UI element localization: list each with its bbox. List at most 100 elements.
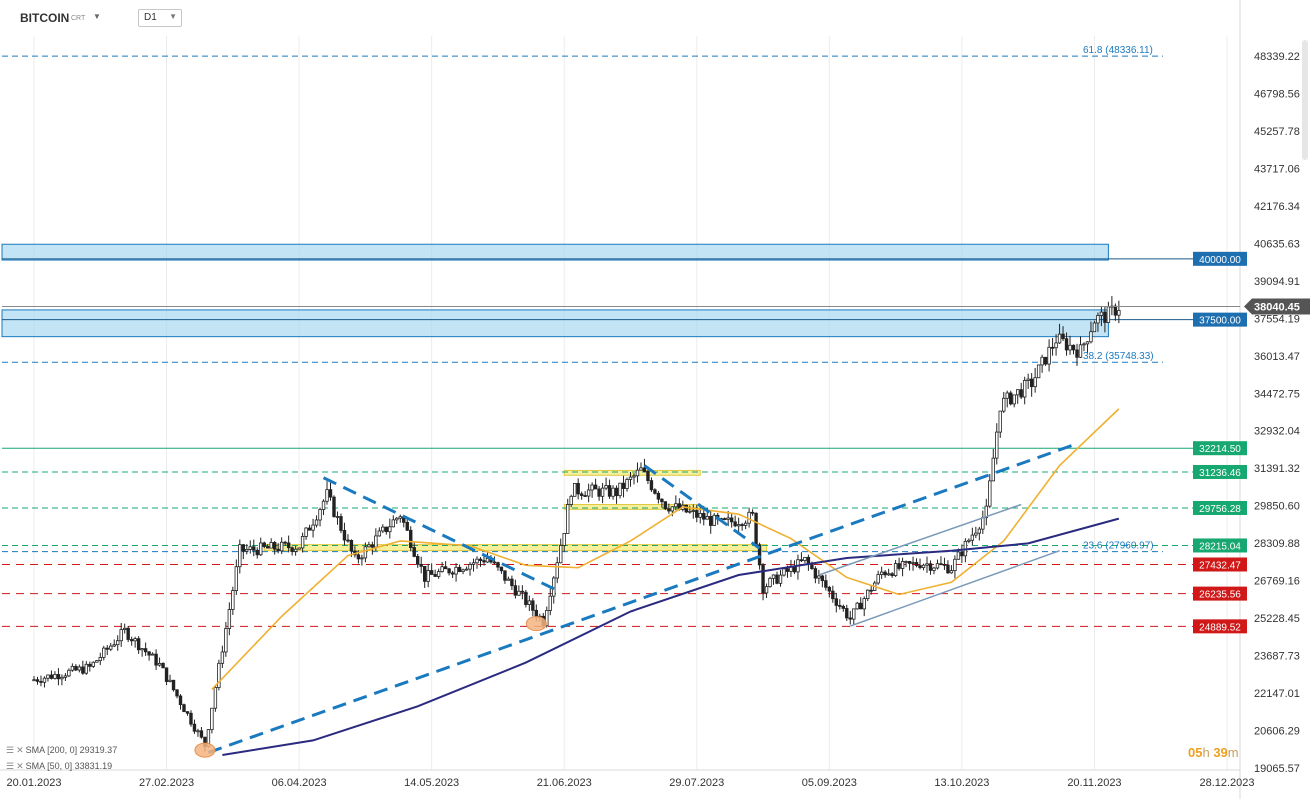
candle-body[interactable] [778,574,783,584]
candle-body[interactable] [360,557,364,560]
candle-body[interactable] [726,517,730,520]
candle-body[interactable] [84,663,89,674]
candle-body[interactable] [555,562,559,579]
candle-body[interactable] [862,598,866,610]
candle-body[interactable] [199,730,204,738]
candle-body[interactable] [583,495,587,497]
candle-body[interactable] [1022,380,1027,398]
candle-body[interactable] [531,600,535,611]
candle-body[interactable] [893,563,898,576]
candle-body[interactable] [918,565,922,569]
trendline[interactable] [207,442,1078,754]
candle-body[interactable] [611,487,615,497]
candle-body[interactable] [262,542,266,547]
candle-body[interactable] [653,489,657,494]
candle-body[interactable] [192,723,197,732]
candle-body[interactable] [433,574,437,577]
candle-body[interactable] [545,610,549,627]
candle-body[interactable] [213,687,218,709]
candle-body[interactable] [1089,331,1093,343]
candle-body[interactable] [670,506,675,512]
candle-body[interactable] [91,661,96,667]
candle-body[interactable] [119,629,123,642]
candle-body[interactable] [482,560,486,563]
candle-body[interactable] [845,608,849,619]
candle-body[interactable] [566,504,570,534]
candle-body[interactable] [897,563,901,569]
candle-body[interactable] [196,730,200,733]
candle-body[interactable] [907,561,912,564]
candle-body[interactable] [102,647,106,658]
candle-body[interactable] [175,689,179,697]
candle-body[interactable] [1026,378,1030,381]
candle-body[interactable] [367,544,371,548]
candle-body[interactable] [900,561,905,569]
close-icon[interactable]: ✕ [16,761,24,771]
candle-body[interactable] [820,575,825,582]
candle-body[interactable] [1036,364,1041,379]
candle-body[interactable] [374,535,378,548]
candle-body[interactable] [112,644,116,647]
candle-body[interactable] [46,674,50,679]
candle-body[interactable] [1057,333,1062,344]
candle-body[interactable] [314,519,319,526]
candle-body[interactable] [904,561,908,563]
candle-body[interactable] [586,489,591,497]
candle-body[interactable] [164,667,169,682]
candle-body[interactable] [77,666,82,671]
candle-body[interactable] [628,476,633,480]
candle-body[interactable] [632,475,636,478]
candle-body[interactable] [105,647,109,650]
candle-body[interactable] [785,568,790,572]
resistance-zone[interactable] [1,243,1109,261]
candle-body[interactable] [984,505,989,519]
candle-body[interactable] [370,544,375,548]
candle-body[interactable] [74,665,78,671]
candle-body[interactable] [332,496,336,517]
candle-body[interactable] [496,562,500,568]
candle-body[interactable] [1064,338,1069,351]
sma200-legend[interactable]: ☰ ✕ SMA [200, 0] 29319.37 [6,745,117,756]
candle-body[interactable] [129,639,134,642]
candle-body[interactable] [960,551,964,557]
candle-body[interactable] [297,547,301,550]
candle-body[interactable] [569,495,573,505]
candle-body[interactable] [548,595,552,611]
candle-body[interactable] [660,498,664,503]
candle-body[interactable] [855,602,859,610]
candle-body[interactable] [231,590,235,610]
candle-body[interactable] [667,508,671,512]
candle-body[interactable] [1019,389,1023,398]
candle-body[interactable] [754,512,758,546]
channel-line[interactable] [818,503,1022,576]
candle-body[interactable] [771,574,776,579]
candle-body[interactable] [1075,349,1079,358]
candle-body[interactable] [49,674,54,679]
candle-body[interactable] [691,510,695,512]
candle-body[interactable] [328,489,333,498]
candle-body[interactable] [339,516,343,531]
candle-body[interactable] [210,707,214,731]
trendline[interactable] [322,476,562,594]
candle-body[interactable] [342,530,347,541]
candle-body[interactable] [269,542,273,549]
candle-body[interactable] [147,651,151,656]
candle-body[interactable] [722,518,727,521]
candle-body[interactable] [1113,305,1118,316]
candle-body[interactable] [133,638,137,642]
candle-body[interactable] [321,500,326,510]
candle-body[interactable] [939,563,943,566]
candle-body[interactable] [485,558,490,563]
candle-body[interactable] [695,510,699,518]
candle-body[interactable] [478,558,483,561]
candle-body[interactable] [140,648,144,651]
candle-body[interactable] [252,546,256,551]
candle-body[interactable] [991,457,995,482]
candle-body[interactable] [520,590,525,593]
candle-body[interactable] [255,549,259,556]
candle-body[interactable] [377,530,382,537]
candle-body[interactable] [942,563,947,566]
candle-body[interactable] [928,563,933,571]
candle-body[interactable] [416,556,420,565]
candle-body[interactable] [42,677,47,683]
